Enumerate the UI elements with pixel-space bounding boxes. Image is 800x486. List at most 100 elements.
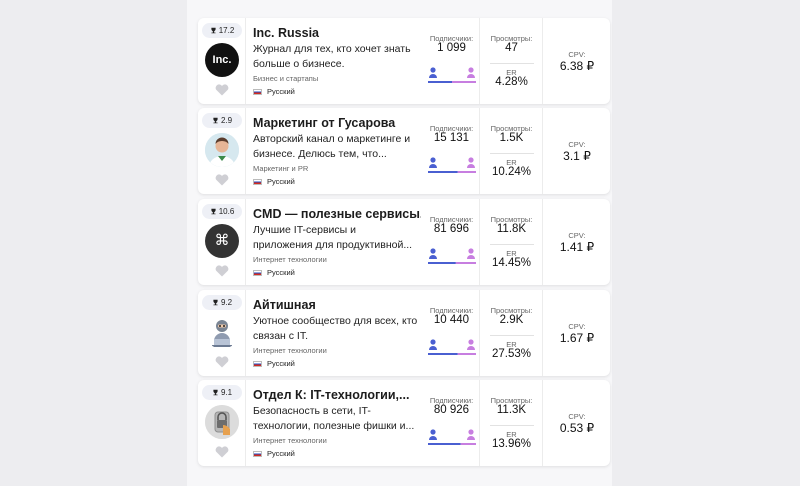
language-label: Русский [267,268,295,277]
trophy-icon [211,27,216,34]
views-label: Просмотры: [490,396,533,405]
er-value: 14.45% [491,257,531,269]
channel-avatar[interactable] [205,405,239,439]
female-share-bar [455,262,476,264]
subscribers-label: Подписчики: [429,306,474,315]
rating-badge: 10.6 [202,204,242,219]
views-value: 47 [505,42,518,54]
cpv-value: 3.1 ₽ [563,149,591,163]
padlock-icon [205,405,239,439]
channel-description: Журнал для тех, кто хочет знать больше о… [253,43,411,70]
channel-card[interactable]: 9.2 Айтишная Уютное сообщество для всех,… [198,290,610,376]
subscribers-label: Подписчики: [429,124,474,133]
views-column: Просмотры: 2.9K ER 27.53% [481,290,543,376]
cpv-column: CPV: 1.67 ₽ [544,290,610,376]
channel-card[interactable]: 2.9 Маркетинг от Гусарова Авторский кана… [198,108,610,194]
channel-card[interactable]: 17.2 Inc. Inc. Russia Журнал для тех, кт… [198,18,610,104]
trophy-icon [213,389,218,396]
cpv-label: CPV: [568,322,586,331]
russia-flag-icon [253,178,262,185]
channel-card[interactable]: 9.1 Отдел К: IT-технологии,... Безопасно… [198,380,610,466]
female-share-bar [457,171,476,173]
subscribers-label: Подписчики: [429,215,474,224]
heart-icon[interactable] [215,265,229,277]
channel-language: Русский [253,449,295,458]
channel-info: Айтишная Уютное сообщество для всех, кто… [253,290,421,376]
channel-category: Маркетинг и PR [253,164,309,173]
gender-split-bar [428,248,476,264]
inc-logo-icon: Inc. [212,54,232,66]
channel-description: Лучшие IT-сервисы и приложения для проду… [253,224,413,251]
cpv-value: 1.67 ₽ [559,331,595,345]
male-icon-body [429,346,437,350]
coder-character-icon [212,320,232,347]
male-share-bar [428,443,461,445]
divider [490,153,534,154]
subscribers-column: Подписчики: 1 099 [424,18,480,104]
cpv-value: 1.41 ₽ [559,240,595,254]
channel-avatar[interactable]: ⌘ [205,224,239,258]
channel-info: Inc. Russia Журнал для тех, кто хочет зн… [253,18,421,104]
channel-title[interactable]: Маркетинг от Гусарова [253,116,396,130]
female-icon-head [468,248,474,254]
male-icon-head [430,157,436,163]
cpv-value: 6.38 ₽ [559,59,595,73]
female-icon-body [467,255,475,259]
rating-badge: 2.9 [202,113,242,128]
subscribers-column: Подписчики: 80 926 [424,380,480,466]
cpv-label: CPV: [568,412,586,421]
channel-title[interactable]: Отдел К: IT-технологии,... [253,388,410,402]
divider [490,63,534,64]
cpv-column: CPV: 3.1 ₽ [544,108,610,194]
male-icon-body [429,255,437,259]
channel-category: Интернет технологии [253,255,327,264]
heart-icon[interactable] [215,356,229,368]
female-share-bar [460,443,476,445]
channel-title[interactable]: Inc. Russia [253,26,319,40]
female-icon-body [467,436,475,440]
channel-avatar[interactable] [205,315,239,349]
views-column: Просмотры: 11.8K ER 14.45% [481,199,543,285]
channel-category: Бизнес и стартапы [253,74,319,83]
heart-icon[interactable] [215,84,229,96]
trophy-icon [211,208,216,215]
female-icon-body [467,74,475,78]
heart-icon[interactable] [215,174,229,186]
er-label: ER [506,340,517,349]
channel-card[interactable]: 10.6 ⌘ CMD — полезные сервисы... Лучшие … [198,199,610,285]
views-column: Просмотры: 47 ER 4.28% [481,18,543,104]
male-icon-head [430,67,436,73]
male-icon-head [430,429,436,435]
channel-language: Русский [253,177,295,186]
channel-avatar[interactable]: Inc. [205,43,239,77]
heart-icon[interactable] [215,446,229,458]
channel-title[interactable]: CMD — полезные сервисы... [253,207,421,221]
female-icon-head [468,429,474,435]
cpv-column: CPV: 1.41 ₽ [544,199,610,285]
views-value: 1.5K [499,132,524,144]
subscribers-value: 10 440 [433,314,470,326]
language-label: Русский [267,87,295,96]
views-value: 11.8K [496,223,527,235]
divider [490,425,534,426]
channel-avatar[interactable] [205,133,239,167]
er-label: ER [506,249,517,258]
channel-info: Маркетинг от Гусарова Авторский канал о … [253,108,421,194]
subscribers-value: 80 926 [433,404,470,416]
card-left-column: 9.2 [198,290,246,376]
trophy-icon [213,299,218,306]
channel-info: CMD — полезные сервисы... Лучшие IT-серв… [253,199,421,285]
cpv-value: 0.53 ₽ [559,421,595,435]
views-label: Просмотры: [490,215,533,224]
rating-value: 10.6 [218,207,235,216]
card-left-column: 2.9 [198,108,246,194]
cpv-label: CPV: [568,231,586,240]
person-photo-icon [205,133,239,167]
rating-badge: 17.2 [202,23,242,38]
channel-title[interactable]: Айтишная [253,298,316,312]
gender-split-bar [428,157,476,173]
cpv-label: CPV: [568,140,586,149]
channel-description: Безопасность в сети, IT-технологии, поле… [253,405,415,432]
divider [490,244,534,245]
views-value: 2.9K [499,314,524,326]
